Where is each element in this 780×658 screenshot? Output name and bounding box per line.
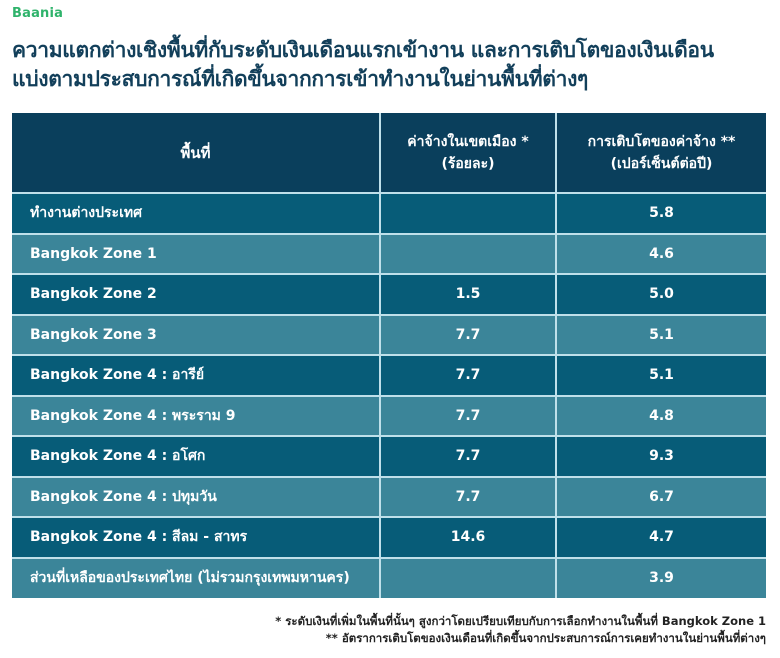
table-header-row: พื้นที่ ค่าจ้างในเขตเมือง * (ร้อยละ) การ… — [12, 113, 766, 194]
cell-wage-growth: 6.7 — [555, 475, 766, 518]
table-row: Bangkok Zone 4 : ปทุมวัน 7.7 6.7 — [12, 475, 766, 518]
header-wage-growth: การเติบโตของค่าจ้าง ** (เปอร์เซ็นต์ต่อปี… — [555, 113, 766, 194]
table-row: ส่วนที่เหลือของประเทศไทย (ไม่รวมกรุงเทพม… — [12, 556, 766, 598]
wage-table: พื้นที่ ค่าจ้างในเขตเมือง * (ร้อยละ) การ… — [12, 113, 766, 598]
cell-urban-wage: 7.7 — [379, 475, 557, 518]
cell-urban-wage — [379, 192, 557, 235]
footnote-1: * ระดับเงินที่เพิ่มในพื้นที่นั้นๆ สูงกว่… — [275, 614, 766, 628]
cell-wage-growth: 4.6 — [555, 232, 766, 275]
cell-urban-wage: 7.7 — [379, 313, 557, 356]
table-row: Bangkok Zone 2 1.5 5.0 — [12, 273, 766, 316]
footnote-2: ** อัตราการเติบโตของเงินเดือนที่เกิดขึ้น… — [325, 631, 766, 645]
cell-region: ส่วนที่เหลือของประเทศไทย (ไม่รวมกรุงเทพม… — [12, 556, 381, 598]
cell-region: Bangkok Zone 1 — [12, 232, 381, 275]
cell-urban-wage — [379, 232, 557, 275]
title-line-2: แบ่งตามประสบการณ์ที่เกิดขึ้นจากการเข้าทำ… — [12, 67, 589, 91]
table-row: Bangkok Zone 4 : พระราม 9 7.7 4.8 — [12, 394, 766, 437]
cell-region: Bangkok Zone 4 : อโศก — [12, 435, 381, 478]
table-row: Bangkok Zone 1 4.6 — [12, 232, 766, 275]
table-row: ทำงานต่างประเทศ 5.8 — [12, 192, 766, 235]
cell-region: Bangkok Zone 4 : ปทุมวัน — [12, 475, 381, 518]
cell-wage-growth: 4.7 — [555, 516, 766, 559]
cell-wage-growth: 4.8 — [555, 394, 766, 437]
cell-urban-wage: 7.7 — [379, 435, 557, 478]
table-row: Bangkok Zone 4 : อารีย์ 7.7 5.1 — [12, 354, 766, 397]
cell-wage-growth: 5.1 — [555, 354, 766, 397]
header-region: พื้นที่ — [12, 113, 381, 194]
cell-urban-wage: 7.7 — [379, 354, 557, 397]
cell-urban-wage: 1.5 — [379, 273, 557, 316]
cell-wage-growth: 5.8 — [555, 192, 766, 235]
table-row: Bangkok Zone 4 : อโศก 7.7 9.3 — [12, 435, 766, 478]
cell-wage-growth: 3.9 — [555, 556, 766, 598]
cell-wage-growth: 5.1 — [555, 313, 766, 356]
footnotes: * ระดับเงินที่เพิ่มในพื้นที่นั้นๆ สูงกว่… — [275, 613, 766, 647]
cell-region: Bangkok Zone 4 : อารีย์ — [12, 354, 381, 397]
brand-logo: Baania — [12, 6, 64, 21]
cell-urban-wage — [379, 556, 557, 598]
cell-region: Bangkok Zone 4 : พระราม 9 — [12, 394, 381, 437]
cell-urban-wage: 14.6 — [379, 516, 557, 559]
cell-region: Bangkok Zone 2 — [12, 273, 381, 316]
page-title: ความแตกต่างเชิงพื้นที่กับระดับเงินเดือนแ… — [12, 36, 772, 94]
header-urban-wage: ค่าจ้างในเขตเมือง * (ร้อยละ) — [379, 113, 557, 194]
cell-region: Bangkok Zone 4 : สีลม - สาทร — [12, 516, 381, 559]
title-line-1: ความแตกต่างเชิงพื้นที่กับระดับเงินเดือนแ… — [12, 38, 714, 62]
table-row: Bangkok Zone 4 : สีลม - สาทร 14.6 4.7 — [12, 516, 766, 559]
cell-wage-growth: 5.0 — [555, 273, 766, 316]
cell-wage-growth: 9.3 — [555, 435, 766, 478]
table-row: Bangkok Zone 3 7.7 5.1 — [12, 313, 766, 356]
cell-urban-wage: 7.7 — [379, 394, 557, 437]
cell-region: ทำงานต่างประเทศ — [12, 192, 381, 235]
cell-region: Bangkok Zone 3 — [12, 313, 381, 356]
